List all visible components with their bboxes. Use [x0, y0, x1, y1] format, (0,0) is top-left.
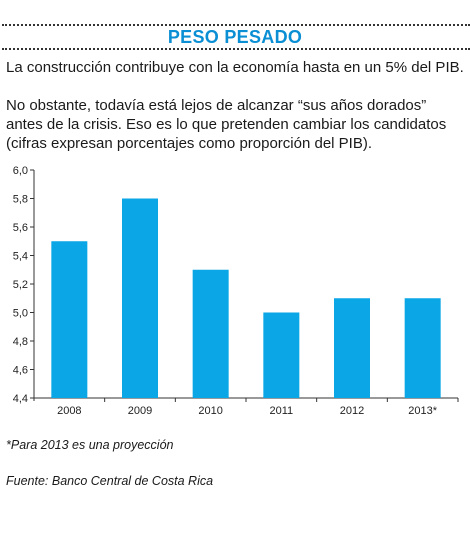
bar [122, 198, 158, 398]
x-tick-label: 2010 [198, 405, 222, 417]
y-tick-label: 5,4 [13, 251, 28, 263]
y-tick-label: 5,2 [13, 279, 28, 291]
x-tick-label: 2013* [408, 405, 437, 417]
x-tick-label: 2009 [128, 405, 152, 417]
lede-text: La construcción contribuye con la econom… [6, 59, 464, 76]
header: PESO PESADO [0, 24, 470, 50]
y-tick-label: 4,6 [13, 365, 28, 377]
body-text: No obstante, todavía está lejos de alcan… [6, 97, 447, 152]
chart-title: PESO PESADO [167, 27, 303, 47]
y-tick-label: 5,6 [13, 222, 28, 234]
y-tick-label: 4,4 [13, 393, 28, 405]
x-tick-label: 2012 [340, 405, 364, 417]
footnote: *Para 2013 es una proyección [6, 438, 174, 452]
bar [192, 269, 229, 398]
y-tick-label: 6,0 [13, 165, 28, 177]
x-tick-label: 2008 [57, 405, 81, 417]
bar [334, 298, 370, 398]
y-tick-label: 4,8 [13, 336, 28, 348]
header-bottom-rule [2, 48, 470, 50]
bar [263, 312, 300, 398]
bar [404, 298, 441, 398]
y-tick-label: 5,8 [13, 194, 28, 206]
x-tick-label: 2011 [270, 405, 294, 417]
bar [51, 241, 88, 398]
bar-chart: 4,4 4,6 4,8 5,0 5,2 5,4 5,6 5,8 6,0 2008 2009 2010 2… [13, 165, 459, 417]
y-tick-label: 5,0 [13, 308, 28, 320]
source-note: Fuente: Banco Central de Costa Rica [6, 474, 214, 488]
header-top-rule [2, 24, 470, 26]
